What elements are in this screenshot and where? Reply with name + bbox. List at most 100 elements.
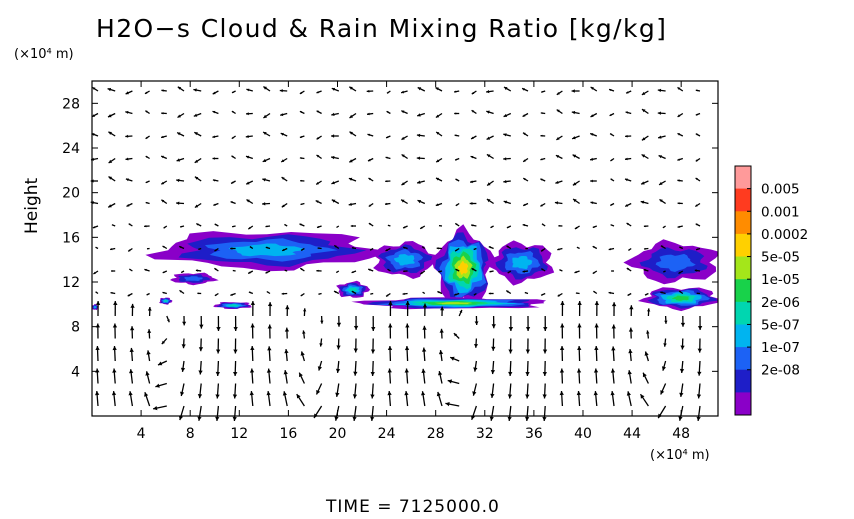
wind-arrowhead	[472, 391, 477, 396]
x-tick-label: 44	[623, 426, 641, 442]
wind-arrowhead	[417, 113, 421, 117]
wind-arrowhead	[695, 178, 698, 181]
wind-arrowhead	[695, 159, 698, 162]
wind-arrowhead	[232, 416, 237, 421]
wind-arrowhead	[349, 114, 353, 118]
wind-arrowhead	[503, 113, 508, 117]
wind-arrowhead	[317, 225, 320, 228]
wind-arrowhead	[486, 199, 491, 203]
wind-arrowhead	[155, 383, 160, 388]
wind-arrowhead	[471, 91, 475, 95]
wind-arrowhead	[438, 350, 444, 355]
wind-arrowhead	[158, 361, 163, 366]
wind-arrowhead	[351, 291, 354, 293]
wind-arrowhead	[153, 406, 158, 411]
wind-arrowhead	[387, 225, 389, 227]
wind-arrowhead	[279, 89, 283, 93]
wind-arrowhead	[125, 110, 129, 114]
wind-arrowhead	[641, 137, 646, 141]
wind-arrowhead	[108, 131, 112, 135]
wind-arrowhead	[440, 306, 445, 311]
wind-arrowhead	[590, 179, 593, 183]
wind-arrowhead	[199, 324, 204, 329]
wind-arrowhead	[556, 109, 560, 113]
wind-arrowhead	[454, 90, 457, 93]
wind-arrowhead	[250, 346, 255, 350]
wind-arrowhead	[176, 178, 180, 183]
wind-arrowhead	[523, 178, 526, 181]
wind-arrowhead	[454, 293, 457, 296]
wind-arrowhead	[216, 349, 221, 354]
wind-arrowhead	[542, 394, 547, 399]
wind-arrowhead	[387, 346, 393, 350]
wind-arrowhead	[401, 90, 404, 94]
wind-arrowhead	[677, 202, 680, 205]
wind-arrowhead	[439, 225, 441, 227]
wind-arrowhead	[696, 394, 702, 399]
wind-arrowhead	[592, 271, 595, 274]
wind-arrowhead	[302, 330, 306, 334]
wind-arrowhead	[145, 156, 148, 158]
wind-arrowhead	[490, 226, 493, 228]
wind-arrowhead	[284, 327, 290, 332]
wind-arrowhead	[445, 402, 450, 407]
wind-arrowhead	[592, 246, 595, 248]
wind-arrowhead	[246, 199, 250, 203]
wind-arrowhead	[262, 178, 266, 182]
wind-arrowhead	[435, 114, 440, 118]
wind-arrowhead	[401, 182, 405, 186]
wind-arrowhead	[317, 247, 320, 249]
wind-arrowhead	[422, 303, 428, 308]
wind-arrowhead	[250, 301, 255, 305]
colorbar-label: 0.005	[761, 182, 800, 198]
wind-arrowhead	[610, 224, 613, 226]
wind-arrowhead	[113, 301, 118, 305]
wind-arrowhead	[404, 346, 410, 351]
wind-arrowhead	[697, 371, 702, 376]
wind-arrowhead	[555, 155, 560, 158]
wind-arrowhead	[473, 367, 478, 372]
wind-arrowhead	[161, 340, 165, 345]
wind-arrowhead	[214, 294, 217, 296]
cloud-contour	[348, 287, 358, 293]
cloud-contour	[458, 261, 469, 275]
wind-arrowhead	[401, 136, 405, 140]
wind-arrowhead	[404, 391, 409, 396]
wind-arrowhead	[146, 350, 151, 355]
wind-arrowhead	[417, 87, 422, 91]
wind-arrowhead	[127, 294, 131, 297]
wind-arrowhead	[108, 159, 113, 163]
wind-arrowhead	[627, 293, 630, 296]
wind-arrowhead	[557, 294, 561, 297]
wind-arrowhead	[663, 271, 665, 273]
wind-arrowhead	[263, 86, 267, 90]
wind-arrowhead	[111, 391, 117, 396]
y-axis-label: Height	[22, 177, 42, 234]
x-tick-label: 48	[672, 426, 690, 442]
wind-arrowhead	[367, 112, 370, 116]
wind-arrowhead	[609, 113, 612, 116]
wind-arrowhead	[385, 202, 388, 206]
wind-arrowhead	[215, 416, 220, 421]
wind-arrowhead	[522, 224, 526, 227]
wind-arrowhead	[387, 91, 389, 94]
wind-arrowhead	[680, 345, 685, 350]
cloud-feature	[145, 231, 383, 272]
wind-arrowhead	[231, 136, 234, 139]
wind-arrowhead	[282, 248, 285, 251]
wind-arrowhead	[265, 225, 268, 228]
wind-arrowhead	[437, 291, 440, 294]
wind-arrowhead	[525, 349, 530, 354]
wind-arrowhead	[405, 323, 410, 328]
wind-arrowhead	[594, 301, 599, 305]
wind-arrowhead	[366, 89, 370, 93]
wind-arrowhead	[436, 247, 439, 250]
wind-arrowhead	[611, 346, 616, 351]
wind-arrowhead	[161, 181, 165, 185]
wind-arrowhead	[503, 180, 507, 184]
wind-arrowhead	[129, 347, 134, 352]
axis-ticks	[92, 81, 718, 416]
wind-arrowhead	[678, 416, 683, 421]
wind-arrowhead	[626, 223, 629, 226]
wind-arrowhead	[680, 322, 686, 327]
